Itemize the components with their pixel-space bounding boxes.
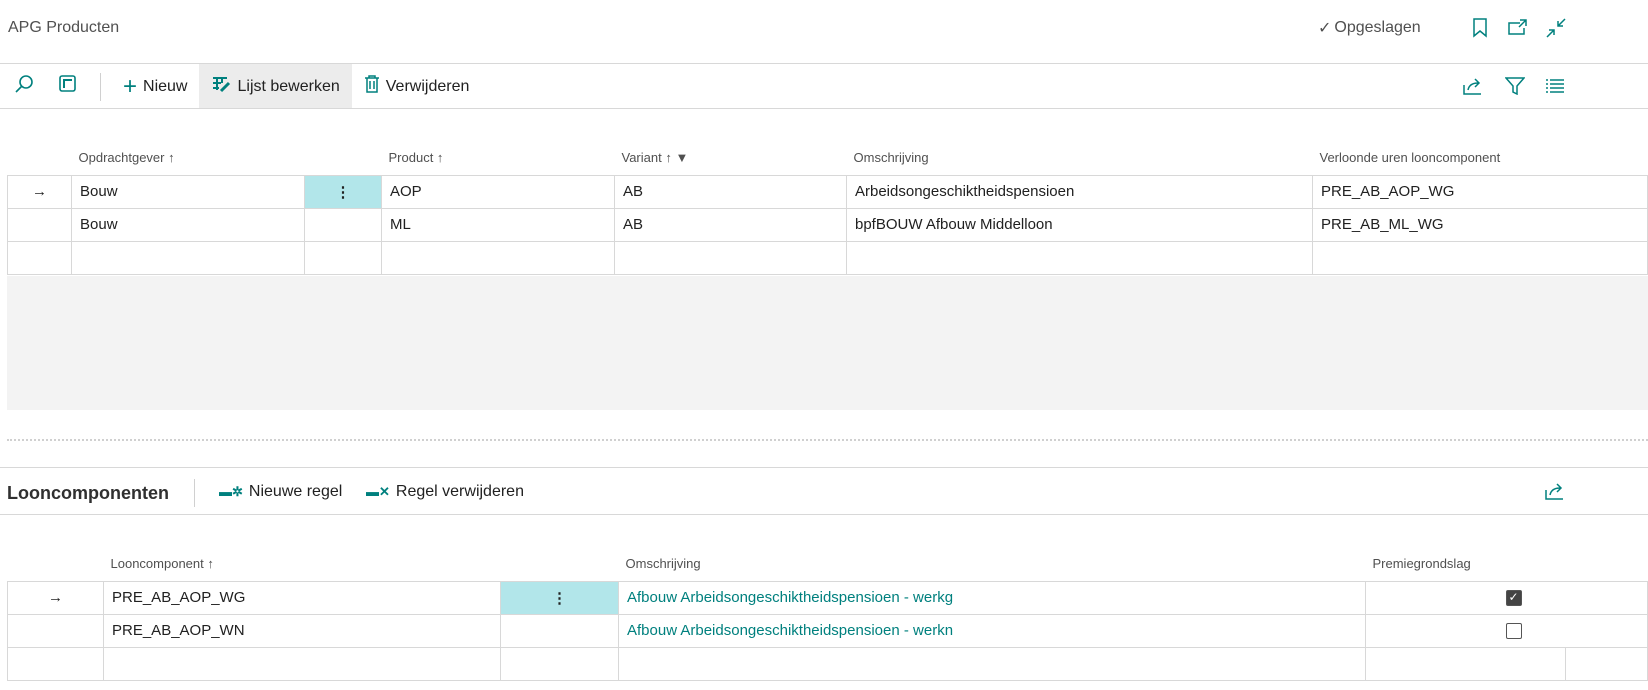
- subpage-divider: [194, 479, 195, 507]
- cell-opdrachtgever[interactable]: Bouw: [71, 207, 305, 242]
- row-menu-cell[interactable]: [500, 613, 619, 648]
- edit-list-label: Lijst bewerken: [237, 77, 340, 95]
- cell-omschrijving[interactable]: Afbouw Arbeidsongeschiktheidspensioen - …: [618, 613, 1366, 648]
- trash-icon: [364, 74, 380, 99]
- row-menu-cell[interactable]: [304, 207, 382, 242]
- share-icon[interactable]: [1545, 482, 1565, 500]
- col-premiegrondslag[interactable]: Premiegrondslag: [1372, 556, 1471, 572]
- cell-product[interactable]: ML: [381, 207, 615, 242]
- col-omschrijving[interactable]: Omschrijving: [625, 556, 701, 572]
- delete-line-button[interactable]: ▬✕ Regel verwijderen: [366, 483, 524, 501]
- search-button[interactable]: [0, 64, 46, 109]
- products-table: Opdrachtgever ↑ Product ↑ Variant ↑ ▼ Om…: [7, 141, 1648, 275]
- row-arrow-icon: →: [7, 174, 72, 209]
- new-line-label: Nieuwe regel: [248, 483, 343, 500]
- page-title: APG Producten: [8, 19, 120, 36]
- check-icon: ✓: [1318, 20, 1332, 37]
- edit-list-button[interactable]: Lijst bewerken: [199, 64, 352, 109]
- col-omschrijving[interactable]: Omschrijving: [853, 150, 929, 166]
- subpage-title: Looncomponenten: [7, 483, 169, 503]
- new-line-button[interactable]: ▬✲ Nieuwe regel: [219, 483, 342, 501]
- list-view-icon[interactable]: [1546, 79, 1564, 93]
- table-row-empty[interactable]: [7, 240, 1648, 275]
- table-row[interactable]: → PRE_AB_AOP_WG ⋮ Afbouw Arbeidsongeschi…: [7, 580, 1648, 615]
- splitter-handle[interactable]: [7, 439, 1648, 441]
- filter-icon[interactable]: [1505, 77, 1525, 95]
- col-looncomponent[interactable]: Looncomponent ↑: [110, 556, 214, 572]
- col-opdrachtgever[interactable]: Opdrachtgever ↑: [78, 150, 175, 166]
- share-icon[interactable]: [1463, 77, 1483, 95]
- new-line-icon: ▬✲: [219, 484, 243, 499]
- col-product[interactable]: Product ↑: [388, 150, 444, 166]
- cell-omschrijving[interactable]: bpfBOUW Afbouw Middelloon: [846, 207, 1313, 242]
- table-row[interactable]: PRE_AB_AOP_WN Afbouw Arbeidsongeschikthe…: [7, 613, 1648, 648]
- looncomponenten-table: Looncomponent ↑ Omschrijving Premiegrond…: [7, 547, 1648, 681]
- plus-icon: +: [123, 72, 138, 100]
- cell-looncomponent[interactable]: PRE_AB_AOP_WG: [1312, 174, 1648, 209]
- col-looncomponent[interactable]: Verloonde uren looncomponent: [1319, 150, 1501, 166]
- table-row[interactable]: → Bouw ⋮ AOP AB Arbeidsongeschiktheidspe…: [7, 174, 1648, 209]
- table-header: Looncomponent ↑ Omschrijving Premiegrond…: [8, 547, 1648, 581]
- new-label: Nieuw: [143, 77, 188, 95]
- table-row-empty[interactable]: [7, 646, 1648, 681]
- collapse-icon[interactable]: [1546, 18, 1566, 38]
- col-variant[interactable]: Variant ↑ ▼: [621, 150, 689, 166]
- saved-label: Opgeslagen: [1334, 19, 1421, 36]
- edit-list-icon: [211, 75, 231, 98]
- open-new-window-icon[interactable]: [1508, 19, 1528, 35]
- bookmark-icon[interactable]: [1472, 18, 1488, 38]
- search-icon: [14, 74, 34, 99]
- cell-looncomponent[interactable]: PRE_AB_AOP_WG: [103, 580, 501, 615]
- cell-variant[interactable]: AB: [614, 207, 847, 242]
- cell-product[interactable]: AOP: [381, 174, 615, 209]
- row-arrow-icon: →: [7, 580, 104, 615]
- cell-premiegrondslag: [1365, 613, 1566, 648]
- action-toolbar: + Nieuw Lijst bewerken Verwijderen: [0, 64, 1648, 109]
- row-menu-button[interactable]: ⋮: [304, 174, 382, 209]
- layout-button[interactable]: [46, 64, 90, 109]
- delete-label: Verwijderen: [385, 77, 470, 95]
- new-button[interactable]: + Nieuw: [111, 64, 199, 109]
- delete-line-icon: ▬✕: [366, 484, 390, 499]
- cell-omschrijving[interactable]: Afbouw Arbeidsongeschiktheidspensioen - …: [618, 580, 1366, 615]
- delete-button[interactable]: Verwijderen: [352, 64, 482, 109]
- delete-line-label: Regel verwijderen: [395, 483, 524, 500]
- premiegrondslag-checkbox[interactable]: [1505, 623, 1522, 640]
- row-menu-button[interactable]: ⋮: [500, 580, 619, 615]
- table-row[interactable]: Bouw ML AB bpfBOUW Afbouw Middelloon PRE…: [7, 207, 1648, 242]
- layout-icon: [58, 74, 78, 99]
- table-header: Opdrachtgever ↑ Product ↑ Variant ↑ ▼ Om…: [8, 141, 1648, 175]
- cell-looncomponent[interactable]: PRE_AB_AOP_WN: [103, 613, 501, 648]
- empty-list-area: [7, 276, 1648, 410]
- premiegrondslag-checkbox[interactable]: ✓: [1505, 590, 1522, 607]
- filter-icon: ▼: [675, 150, 689, 166]
- cell-opdrachtgever[interactable]: Bouw: [71, 174, 305, 209]
- cell-premiegrondslag: ✓: [1365, 580, 1566, 615]
- cell-variant[interactable]: AB: [614, 174, 847, 209]
- cell-looncomponent[interactable]: PRE_AB_ML_WG: [1312, 207, 1648, 242]
- toolbar-divider: [100, 72, 101, 101]
- cell-omschrijving[interactable]: Arbeidsongeschiktheidspensioen: [846, 174, 1313, 209]
- saved-status: ✓ Opgeslagen: [1318, 18, 1421, 38]
